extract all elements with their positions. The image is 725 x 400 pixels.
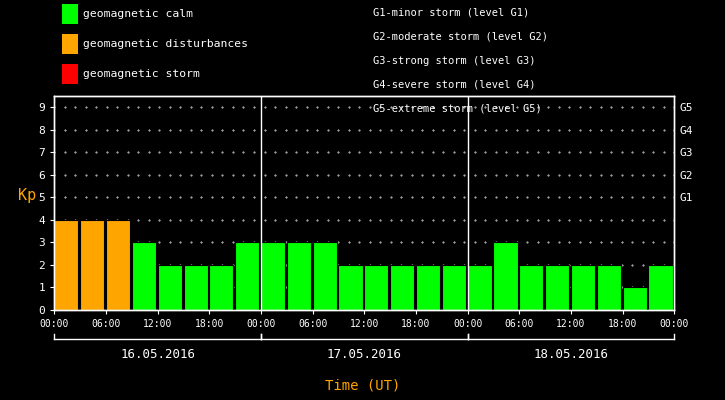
Bar bbox=[287, 242, 311, 310]
Bar bbox=[261, 242, 285, 310]
Bar bbox=[339, 265, 362, 310]
Text: geomagnetic disturbances: geomagnetic disturbances bbox=[83, 39, 249, 49]
Bar bbox=[623, 288, 647, 310]
Bar bbox=[519, 265, 543, 310]
Bar bbox=[80, 220, 104, 310]
Text: 17.05.2016: 17.05.2016 bbox=[327, 348, 402, 360]
Bar bbox=[442, 265, 466, 310]
Text: 16.05.2016: 16.05.2016 bbox=[120, 348, 195, 360]
Bar bbox=[210, 265, 233, 310]
Bar bbox=[571, 265, 595, 310]
Text: geomagnetic calm: geomagnetic calm bbox=[83, 9, 194, 19]
Bar bbox=[132, 242, 156, 310]
Bar bbox=[183, 265, 207, 310]
Text: geomagnetic storm: geomagnetic storm bbox=[83, 69, 200, 79]
Bar bbox=[235, 242, 260, 310]
Bar bbox=[597, 265, 621, 310]
Bar bbox=[416, 265, 440, 310]
Bar bbox=[468, 265, 492, 310]
Text: 18.05.2016: 18.05.2016 bbox=[534, 348, 608, 360]
Bar bbox=[648, 265, 673, 310]
Bar bbox=[364, 265, 389, 310]
Text: G3-strong storm (level G3): G3-strong storm (level G3) bbox=[373, 56, 536, 66]
Bar bbox=[106, 220, 130, 310]
Bar bbox=[545, 265, 569, 310]
Text: G2-moderate storm (level G2): G2-moderate storm (level G2) bbox=[373, 32, 548, 42]
Bar bbox=[494, 242, 518, 310]
Text: G5-extreme storm (level G5): G5-extreme storm (level G5) bbox=[373, 104, 542, 114]
Bar bbox=[54, 220, 78, 310]
Text: G4-severe storm (level G4): G4-severe storm (level G4) bbox=[373, 80, 536, 90]
Text: G1-minor storm (level G1): G1-minor storm (level G1) bbox=[373, 8, 530, 18]
Bar bbox=[312, 242, 336, 310]
Text: Time (UT): Time (UT) bbox=[325, 379, 400, 393]
Bar bbox=[157, 265, 182, 310]
Y-axis label: Kp: Kp bbox=[18, 188, 36, 203]
Bar bbox=[390, 265, 414, 310]
